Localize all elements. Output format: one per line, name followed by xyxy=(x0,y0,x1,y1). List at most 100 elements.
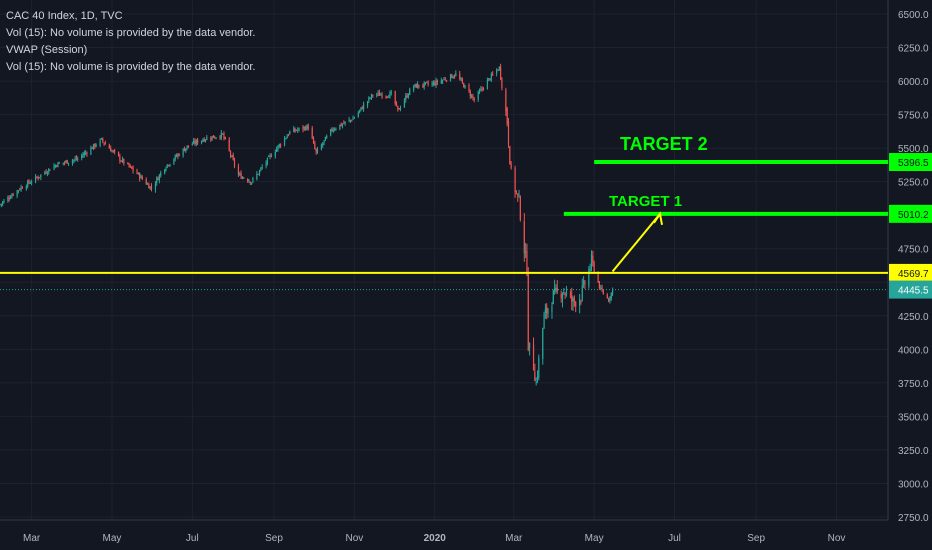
candle-body xyxy=(53,165,55,170)
candle-body xyxy=(543,313,545,329)
candle-body xyxy=(224,137,226,140)
candle-body xyxy=(590,254,593,267)
candle-body xyxy=(222,133,224,135)
candle-body xyxy=(572,297,574,303)
candle-body xyxy=(94,143,96,147)
candle-body xyxy=(214,137,216,139)
candle-body xyxy=(240,173,242,179)
candle-body xyxy=(298,127,300,130)
candle-body xyxy=(248,181,250,183)
legend-symbol: CAC 40 Index, 1D, TVC xyxy=(6,10,123,22)
candle-body xyxy=(3,200,5,203)
candle-body xyxy=(565,291,568,295)
candle-body xyxy=(506,108,508,124)
candle-body xyxy=(389,92,391,98)
candle-body xyxy=(99,139,101,146)
candle-body xyxy=(104,143,106,145)
candle-body xyxy=(306,125,308,130)
candle-body xyxy=(477,91,479,100)
candle-body xyxy=(256,173,258,179)
candle-body xyxy=(121,158,124,161)
candle-body xyxy=(359,109,361,112)
candle-body xyxy=(146,183,149,185)
candle-body xyxy=(211,136,213,141)
candle-body xyxy=(228,139,230,151)
candle-body xyxy=(316,149,319,153)
support-price-tag xyxy=(889,263,932,282)
candle-body xyxy=(435,80,437,86)
candle-body xyxy=(92,144,95,149)
candle-body xyxy=(128,163,130,167)
candle-body xyxy=(455,73,457,76)
candle-body xyxy=(406,95,408,98)
candle-body xyxy=(413,86,415,90)
candle-body xyxy=(174,155,176,160)
candle-body xyxy=(394,91,396,104)
candle-body xyxy=(34,176,37,182)
candle-body xyxy=(507,121,510,145)
candle-body xyxy=(270,155,272,157)
candle-body xyxy=(195,140,197,144)
candle-body xyxy=(314,143,316,149)
candle-body xyxy=(108,144,110,149)
candle-body xyxy=(12,194,14,196)
candle-body xyxy=(432,82,435,85)
candle-body xyxy=(361,107,363,110)
candle-body xyxy=(100,138,103,140)
candle-body xyxy=(287,134,290,136)
candle-body xyxy=(194,141,196,144)
candle-body xyxy=(132,167,134,171)
candle-body xyxy=(40,174,42,178)
x-tick-label: Mar xyxy=(23,533,41,544)
candle-body xyxy=(247,179,249,182)
candle-body xyxy=(102,138,104,142)
candle-body xyxy=(409,88,411,95)
x-tick-label: Jul xyxy=(668,533,681,544)
candle-body xyxy=(141,176,143,180)
candle-body xyxy=(344,121,346,124)
candle-body xyxy=(580,300,582,302)
candle-body xyxy=(517,193,519,195)
candle-body xyxy=(360,107,362,110)
candle-body xyxy=(452,77,454,79)
candle-body xyxy=(527,272,529,351)
candle-body xyxy=(478,90,481,93)
candle-body xyxy=(424,82,427,84)
candle-body xyxy=(168,165,170,167)
candle-body xyxy=(197,139,199,144)
candle-body xyxy=(283,138,286,146)
candle-body xyxy=(110,148,112,152)
candle-body xyxy=(341,124,344,126)
candle-body xyxy=(563,291,565,294)
candle-body xyxy=(183,148,186,152)
candle-body xyxy=(178,154,180,156)
candle-body xyxy=(431,83,433,85)
candle-body xyxy=(165,167,167,170)
candle-body xyxy=(426,81,428,83)
candle-body xyxy=(334,129,336,131)
projection-arrow-head xyxy=(653,211,663,226)
candle-body xyxy=(497,70,499,72)
candle-body xyxy=(111,150,113,152)
candle-body xyxy=(547,309,549,314)
candle-body xyxy=(307,125,309,129)
candle-body xyxy=(293,128,295,133)
current-price-tag xyxy=(889,280,932,299)
candle-body xyxy=(232,154,234,160)
candle-body xyxy=(9,197,12,199)
candle-body xyxy=(352,118,354,120)
candle-body xyxy=(534,371,536,382)
candle-body xyxy=(177,154,179,157)
candle-body xyxy=(19,189,21,191)
candle-body xyxy=(139,173,141,179)
candle-body xyxy=(204,139,207,141)
candle-body xyxy=(315,148,317,153)
legend-volume-2: Vol (15): No volume is provided by the d… xyxy=(6,61,256,73)
candle-body xyxy=(552,290,554,305)
candle-body xyxy=(528,342,531,349)
candle-body xyxy=(260,168,262,170)
candle-body xyxy=(257,173,259,175)
x-tick-label: Jul xyxy=(186,533,199,544)
